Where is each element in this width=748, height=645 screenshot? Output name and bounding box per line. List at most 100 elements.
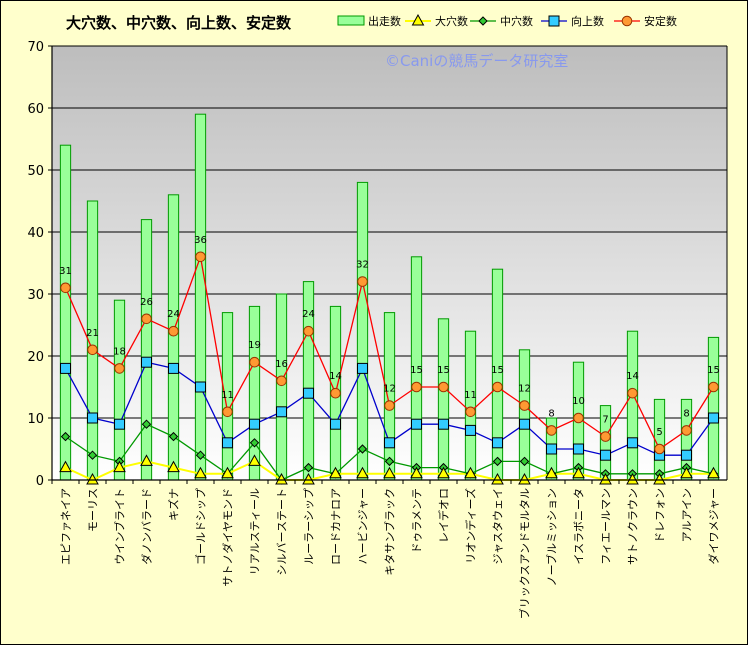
marker-stable	[330, 387, 341, 399]
marker-up	[87, 412, 98, 424]
x-tick-label: ウインブライト	[113, 488, 127, 565]
marker-up	[384, 437, 395, 449]
marker-mid	[303, 462, 314, 473]
legend-label: 出走数	[368, 14, 401, 28]
x-tick-label: ドレフォン	[654, 488, 667, 543]
data-label-stable: 5	[656, 427, 662, 438]
legend-swatch-runs	[337, 15, 365, 26]
marker-up	[600, 449, 611, 461]
marker-big	[356, 466, 369, 479]
data-label-stable: 7	[602, 415, 608, 426]
marker-big	[59, 460, 72, 473]
y-tick-label: 20	[27, 350, 44, 365]
marker-big	[248, 454, 261, 466]
marker-big	[221, 466, 234, 479]
data-label-stable: 24	[302, 309, 315, 320]
data-label-stable: 11	[221, 390, 234, 401]
x-tick-label: ノーブルミッション	[545, 488, 559, 586]
marker-stable	[222, 406, 233, 418]
marker-mid	[249, 438, 260, 448]
marker-stable	[492, 381, 503, 393]
bar	[356, 181, 369, 481]
data-label-stable: 31	[59, 266, 72, 277]
marker-big	[140, 454, 153, 466]
marker-big	[572, 466, 585, 479]
legend-label: 中穴数	[500, 14, 533, 28]
marker-mid	[384, 456, 395, 467]
bar	[194, 113, 207, 481]
marker-up	[222, 437, 233, 449]
marker-big	[680, 466, 693, 479]
marker-stable	[627, 387, 638, 399]
marker-big	[275, 472, 288, 485]
marker-stable	[141, 313, 152, 325]
marker-big	[410, 466, 423, 479]
data-label-stable: 15	[491, 365, 504, 376]
x-tick-label: ダイワメジャー	[707, 488, 721, 564]
y-tick-label: 40	[27, 226, 44, 241]
marker-up	[168, 362, 179, 374]
marker-big	[167, 460, 180, 473]
data-label-stable: 26	[140, 297, 153, 308]
x-tick-label: ジャスタウェイ	[492, 488, 505, 564]
data-label-stable: 18	[113, 346, 126, 357]
x-tick-label: レイデオロ	[437, 488, 451, 543]
marker-stable	[519, 400, 530, 411]
marker-up	[330, 418, 341, 430]
marker-stable	[357, 276, 368, 287]
x-tick-label: ルーラーシップ	[303, 488, 316, 565]
marker-big	[545, 466, 558, 479]
y-tick-label: 30	[27, 288, 44, 303]
marker-up	[465, 424, 476, 436]
data-label-stable: 15	[410, 365, 423, 376]
x-tick-label: イスラボニータ	[573, 488, 586, 565]
marker-stable	[708, 381, 719, 393]
marker-stable	[60, 282, 71, 294]
marker-up	[141, 356, 152, 368]
marker-stable	[546, 425, 557, 436]
marker-mid	[357, 444, 368, 454]
marker-big	[518, 472, 531, 485]
x-tick-label: リオンディーズ	[464, 488, 478, 564]
marker-big	[437, 466, 450, 479]
marker-stable	[384, 400, 395, 411]
x-tick-label: モーリス	[87, 488, 100, 532]
x-tick-label: キタサンブラック	[383, 488, 397, 576]
bar	[248, 305, 261, 481]
marker-mid	[87, 450, 98, 460]
legend-label: 大穴数	[435, 14, 468, 28]
y-tick-label: 60	[27, 102, 44, 117]
marker-up	[627, 437, 638, 449]
marker-stable	[303, 325, 314, 337]
bar	[140, 219, 153, 481]
marker-up	[708, 412, 719, 424]
data-label-stable: 12	[383, 384, 396, 395]
x-tick-label: リアルスティール	[249, 488, 262, 575]
legend-label: 安定数	[644, 14, 677, 28]
bar	[626, 330, 639, 481]
marker-big	[86, 472, 99, 485]
marker-stable	[249, 356, 260, 368]
data-label-stable: 15	[707, 365, 720, 376]
legend-marker-big	[411, 13, 425, 26]
y-tick-label: 50	[27, 164, 44, 179]
marker-big	[653, 472, 666, 485]
bar	[275, 293, 288, 481]
marker-big	[383, 466, 396, 479]
data-label-stable: 8	[548, 408, 554, 419]
marker-up	[492, 437, 503, 449]
marker-stable	[654, 443, 665, 455]
marker-stable	[195, 251, 206, 263]
bar	[113, 299, 126, 481]
x-tick-label: ドゥラメンテ	[411, 488, 424, 554]
data-label-stable: 24	[167, 309, 180, 320]
x-tick-label: サトノダイヤモンド	[221, 488, 235, 587]
marker-up	[681, 449, 692, 461]
y-tick-label: 0	[36, 474, 44, 489]
marker-stable	[411, 381, 422, 393]
data-label-stable: 12	[518, 384, 531, 395]
marker-mid	[492, 456, 503, 467]
x-tick-label: キズナ	[167, 488, 181, 521]
marker-up	[357, 362, 368, 374]
marker-stable	[87, 344, 98, 356]
